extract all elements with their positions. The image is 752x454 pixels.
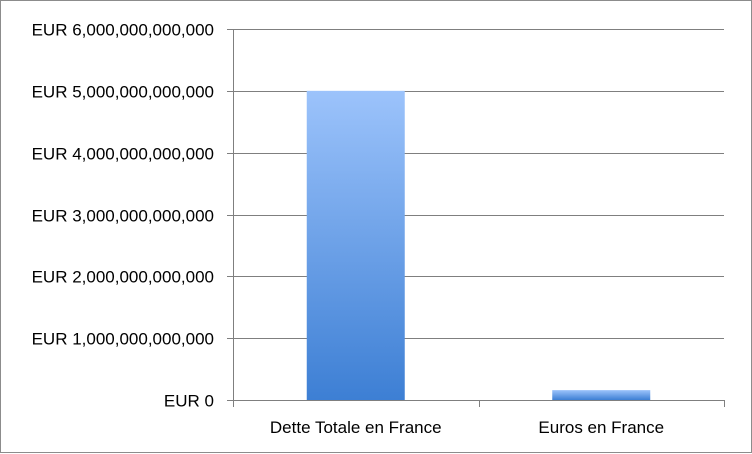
y-tick-label: EUR 5,000,000,000,000	[32, 83, 214, 102]
bar	[552, 390, 651, 400]
x-category-label: Dette Totale en France	[270, 418, 442, 437]
x-category-label: Euros en France	[538, 418, 664, 437]
y-tick-label: EUR 1,000,000,000,000	[32, 330, 214, 349]
y-tick-label: EUR 2,000,000,000,000	[32, 268, 214, 287]
gridlines	[233, 29, 724, 339]
y-tick-label: EUR 6,000,000,000,000	[32, 21, 214, 40]
axes	[227, 29, 725, 407]
tick-labels: EUR 0 EUR 1,000,000,000,000 EUR 2,000,000,…	[32, 21, 665, 438]
y-tick-label: EUR 3,000,000,000,000	[32, 207, 214, 226]
bars	[306, 90, 651, 400]
bar	[306, 90, 405, 400]
y-tick-label: EUR 4,000,000,000,000	[32, 145, 214, 164]
y-tick-label: EUR 0	[164, 392, 214, 411]
